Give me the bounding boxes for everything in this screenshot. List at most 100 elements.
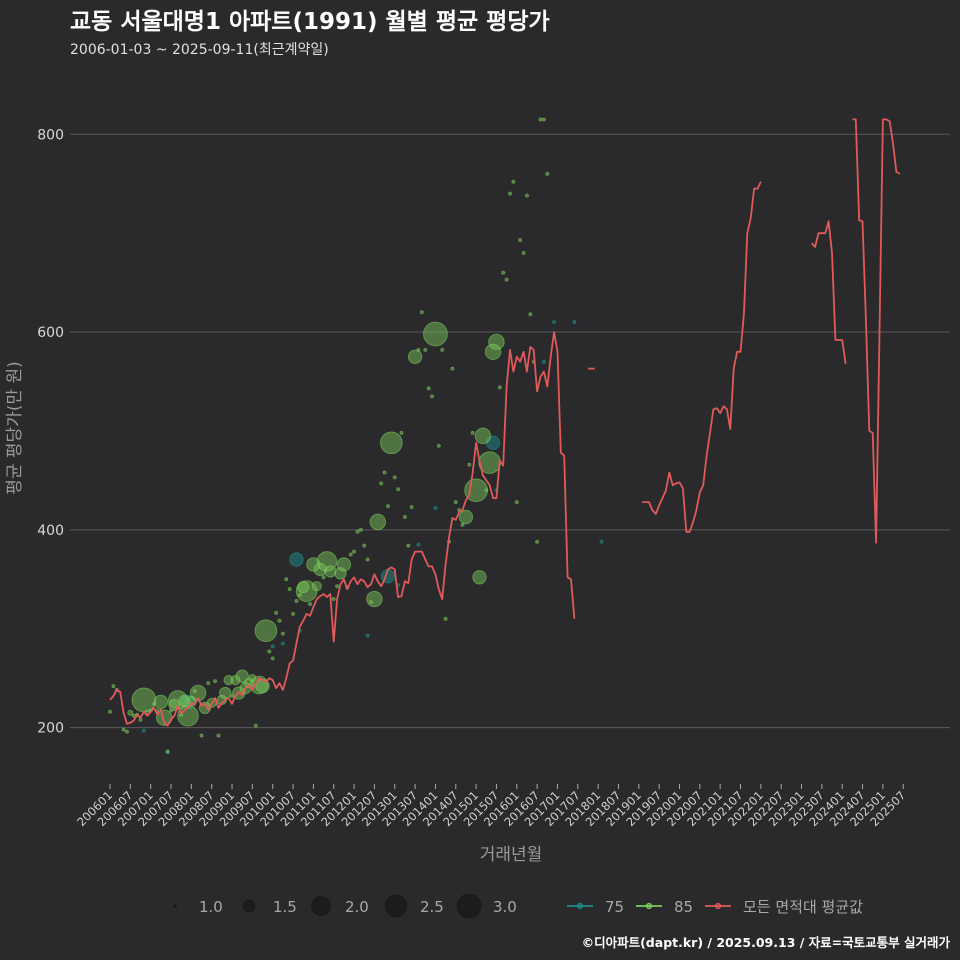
legend-point-key <box>645 902 653 910</box>
legend-size-key <box>173 904 177 908</box>
data-point-85 <box>165 749 170 754</box>
data-point-85 <box>484 488 489 493</box>
legend: 1.0 1.5 2.0 2.5 3.0 75 85 모든 면적대 평균값 <box>173 893 863 919</box>
data-point-85 <box>382 470 387 475</box>
data-point-85 <box>334 567 347 580</box>
data-point-85 <box>407 349 423 364</box>
data-point-85 <box>153 694 169 710</box>
data-point-85 <box>426 386 431 391</box>
legend-size-key <box>456 893 482 919</box>
data-point-85 <box>385 504 390 509</box>
data-point-85 <box>535 539 540 544</box>
data-point-85 <box>430 394 435 399</box>
data-point-85 <box>274 610 279 615</box>
data-point-85 <box>230 675 241 686</box>
data-point-75 <box>141 728 146 733</box>
legend-size-key <box>242 899 256 913</box>
data-point-85 <box>352 549 357 554</box>
data-point-85 <box>440 347 445 352</box>
data-point-85 <box>313 562 327 577</box>
data-point-85 <box>538 117 543 122</box>
legend-size-key <box>384 894 408 918</box>
data-point-75 <box>280 641 285 646</box>
legend-size-label: 2.5 <box>420 898 444 916</box>
data-point-85 <box>518 238 523 243</box>
data-point-85 <box>248 674 257 683</box>
chart-title: 교동 서울대명1 아파트(1991) 월별 평균 평당가 <box>70 9 550 35</box>
data-point-75 <box>433 506 438 511</box>
data-point-85 <box>423 347 428 352</box>
data-point-85 <box>267 649 272 654</box>
legend-size-key <box>311 896 331 916</box>
data-point-85 <box>443 616 448 621</box>
data-point-85 <box>111 684 116 689</box>
y-tick-label: 800 <box>37 127 64 143</box>
average-line-segment <box>811 220 847 364</box>
data-point-85 <box>335 584 340 589</box>
data-point-85 <box>321 575 326 580</box>
data-point-85 <box>362 543 367 548</box>
data-point-85 <box>392 475 397 480</box>
data-point-85 <box>294 599 299 604</box>
data-point-85 <box>396 487 401 492</box>
data-point-85 <box>219 686 232 700</box>
series-85-points <box>108 117 550 754</box>
data-point-85 <box>348 552 353 557</box>
data-point-85 <box>355 529 360 534</box>
data-point-85 <box>450 366 455 371</box>
data-point-85 <box>472 570 487 585</box>
legend-size-label: 3.0 <box>493 898 517 916</box>
data-point-85 <box>484 343 502 361</box>
data-point-75 <box>289 552 304 567</box>
data-point-85 <box>369 600 374 605</box>
data-point-85 <box>253 723 258 728</box>
x-axis-title: 거래년월 <box>480 845 543 865</box>
y-tick-label: 400 <box>37 523 64 539</box>
data-point-85 <box>402 514 407 519</box>
data-point-85 <box>419 310 424 315</box>
data-point-85 <box>508 191 512 196</box>
average-line-segment <box>852 118 901 544</box>
data-point-85 <box>124 729 129 734</box>
legend-line-label: 75 <box>605 898 624 916</box>
data-point-85 <box>284 577 289 582</box>
data-point-85 <box>488 333 505 351</box>
data-point-85 <box>501 270 506 275</box>
data-point-85 <box>416 347 421 352</box>
data-point-85 <box>467 462 472 467</box>
legend-size-label: 1.5 <box>273 898 297 916</box>
data-point-85 <box>127 709 134 716</box>
data-point-75 <box>552 320 557 325</box>
data-point-85 <box>474 427 492 445</box>
data-point-85 <box>423 321 448 347</box>
data-point-85 <box>108 709 112 714</box>
legend-line-label: 85 <box>674 898 693 916</box>
data-point-85 <box>379 431 403 455</box>
data-point-85 <box>277 618 282 623</box>
legend-size-label: 1.0 <box>199 898 223 916</box>
data-point-85 <box>369 513 387 531</box>
y-tick-label: 200 <box>37 721 64 737</box>
data-point-85 <box>280 631 285 636</box>
y-tick-label: 600 <box>37 325 64 341</box>
data-point-85 <box>213 679 218 684</box>
data-point-85 <box>358 527 363 532</box>
data-point-85 <box>189 684 207 702</box>
data-point-85 <box>131 687 157 713</box>
average-line <box>109 118 901 727</box>
data-point-85 <box>366 590 383 608</box>
legend-line-label: 모든 면적대 평균값 <box>743 898 863 916</box>
data-point-85 <box>131 713 136 718</box>
grid-lines <box>70 133 950 729</box>
y-tick-labels: 200 400 600 800 <box>37 127 64 736</box>
data-point-85 <box>521 250 526 255</box>
data-point-75 <box>365 633 370 638</box>
data-point-85 <box>192 689 197 694</box>
data-point-75 <box>541 359 546 364</box>
data-point-85 <box>524 193 529 198</box>
data-point-75 <box>270 644 275 649</box>
data-point-75 <box>572 320 577 325</box>
data-point-85 <box>458 509 474 525</box>
data-point-85 <box>497 385 502 390</box>
